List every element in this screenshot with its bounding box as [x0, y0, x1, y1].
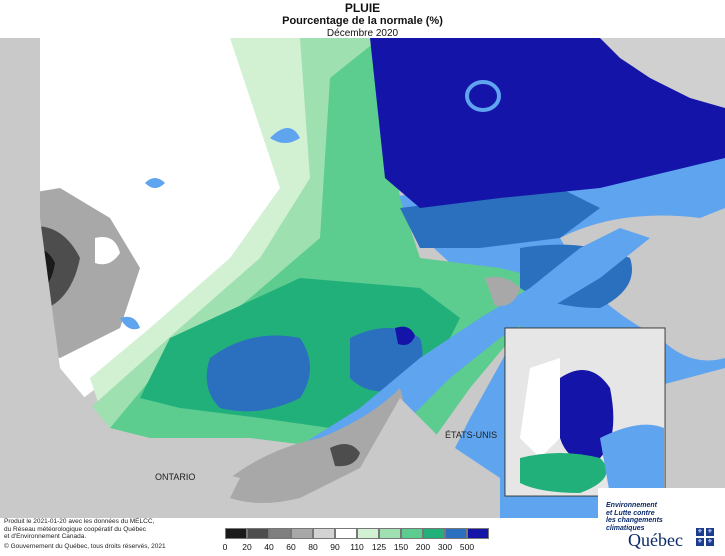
labrador-land — [600, 38, 725, 108]
map-subtitle: Pourcentage de la normale (%) — [282, 15, 443, 27]
lake-2 — [145, 178, 165, 188]
south-grey-dark — [330, 444, 360, 467]
lake-3 — [120, 316, 140, 330]
fleur-de-lys-icon: ⚜ — [706, 528, 714, 536]
zone-dark-blue — [370, 38, 725, 208]
legend-swatch — [269, 528, 291, 539]
legend-tick-label: 200 — [415, 542, 431, 552]
legend-swatch — [313, 528, 335, 539]
inset-map — [504, 327, 666, 497]
legend-tick-label: 500 — [459, 542, 475, 552]
south-grey — [230, 388, 405, 503]
ministry-line-3: les changements — [606, 517, 663, 525]
credits-text: Produit le 2021-01-20 avec les données d… — [4, 518, 214, 541]
fleur-de-lys-icon: ⚜ — [706, 538, 714, 546]
legend-swatch — [225, 528, 247, 539]
ministry-line-1: Environnement — [606, 502, 657, 509]
fleur-de-lys-icon: ⚜ — [696, 528, 704, 536]
fleur-de-lys-icon: ⚜ — [696, 538, 704, 546]
zone-blue — [206, 335, 310, 412]
legend-tick-label: 40 — [264, 542, 274, 552]
zone-mid-green — [90, 38, 385, 438]
label-ontario: ONTARIO — [155, 472, 195, 482]
legend-swatch — [401, 528, 423, 539]
legend-swatch — [357, 528, 379, 539]
legend-tick-label: 0 — [222, 542, 228, 552]
legend-swatch — [423, 528, 445, 539]
precipitation-map: ONTARIO ÉTATS-UNIS — [0, 38, 725, 518]
legend-swatch — [467, 528, 489, 539]
copyright-text: © Gouvernement du Québec, tous droits ré… — [4, 543, 166, 550]
credits-line-1: Produit le 2021-01-20 avec les données d… — [4, 518, 155, 525]
legend-tick-label: 110 — [350, 542, 364, 552]
legend-swatch — [379, 528, 401, 539]
legend-tick-label: 20 — [242, 542, 252, 552]
gaspe-grey — [485, 276, 520, 307]
us-land — [250, 398, 500, 518]
legend-swatch — [335, 528, 357, 539]
legend-swatch — [291, 528, 313, 539]
map-title: PLUIE — [344, 1, 381, 15]
credits-line-2: du Réseau météorologique coopératif du Q… — [4, 525, 147, 533]
ontario-land — [0, 38, 240, 518]
ministry-line-2: et Lutte contre — [606, 509, 655, 517]
legend-swatch — [247, 528, 269, 539]
label-etats-unis: ÉTATS-UNIS — [445, 430, 497, 440]
ministry-line-4: climatiques — [606, 524, 645, 532]
map-title-block: PLUIE Pourcentage de la normale (%) Déce… — [0, 0, 725, 39]
legend-tick-label: 90 — [330, 542, 340, 552]
st-lawrence-river — [210, 228, 650, 498]
ministry-name: Environnement et Lutte contre les change… — [606, 502, 663, 532]
legend-tick-label: 60 — [286, 542, 296, 552]
credits-line-3: et d'Environnement Canada. — [4, 533, 87, 541]
legend-tick-label: 150 — [393, 542, 409, 552]
manicouagan-reservoir — [465, 80, 501, 112]
lake-1 — [270, 128, 300, 143]
zone-dark-blue-spot — [395, 326, 415, 345]
legend-tick-label: 80 — [308, 542, 318, 552]
map-period: Décembre 2020 — [326, 28, 399, 39]
west-white-spot — [95, 237, 120, 265]
legend-tick-label: 300 — [437, 542, 453, 552]
legend-tick-label: 125 — [371, 542, 387, 552]
legend-swatch — [445, 528, 467, 539]
government-logo: Environnement et Lutte contre les change… — [598, 488, 725, 552]
quebec-wordmark: Québec — [628, 530, 683, 550]
